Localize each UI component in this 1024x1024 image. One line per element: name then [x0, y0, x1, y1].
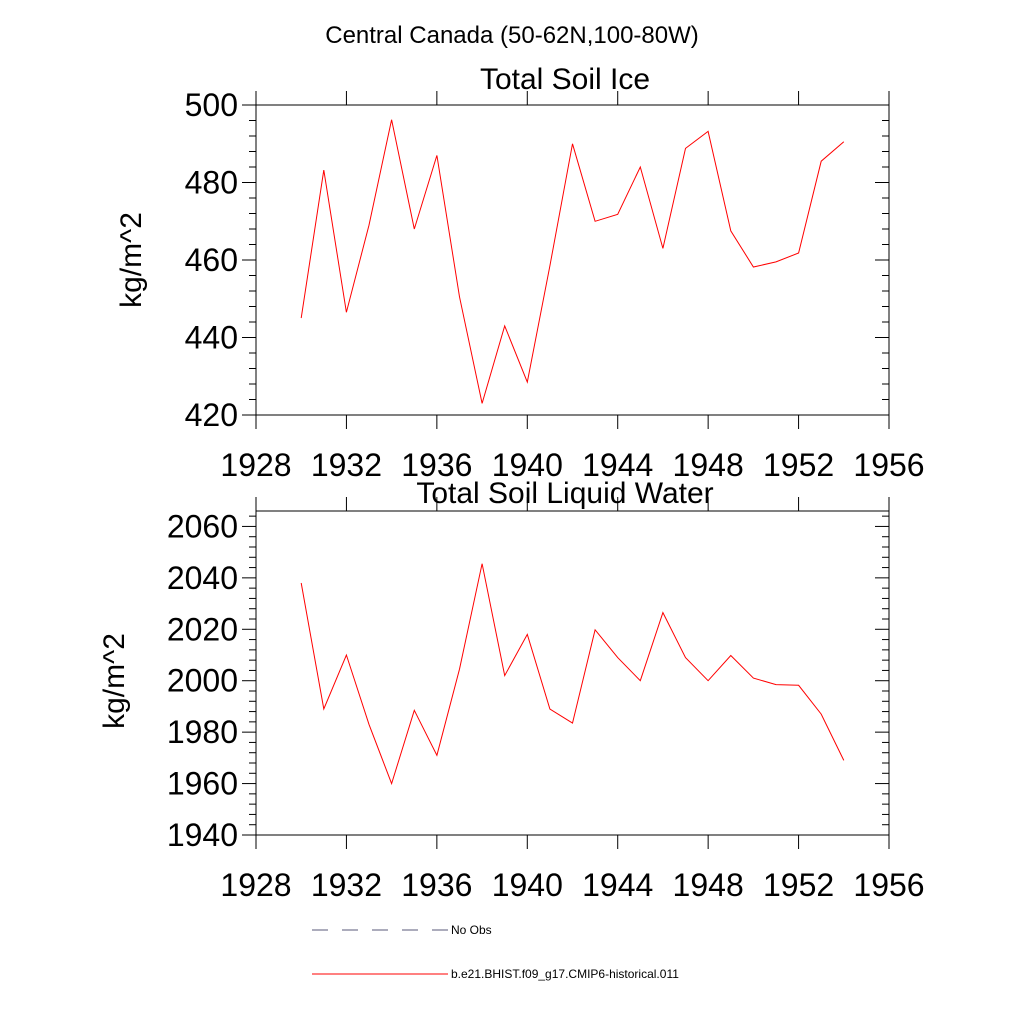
legend-item-no-obs: No Obs: [312, 923, 492, 937]
x-tick-label: 1948: [673, 447, 744, 483]
series-line: [300, 563, 845, 786]
x-tick-label: 1940: [492, 867, 563, 903]
plot-frame: [255, 104, 890, 416]
legend: No Obs b.e21.BHIST.f09_g17.CMIP6-histori…: [312, 923, 679, 981]
y-tick-label: 420: [185, 397, 238, 433]
figure-suptitle: Central Canada (50-62N,100-80W): [325, 22, 699, 49]
y-tick-label: 440: [185, 320, 238, 356]
x-ticks: 1928 1932 1936 1940 1944 1948 1952 1956: [220, 91, 925, 483]
x-tick-label: 1936: [401, 447, 472, 483]
y-tick-label: 480: [185, 165, 238, 201]
legend-item-model: b.e21.BHIST.f09_g17.CMIP6-historical.011: [312, 967, 679, 981]
legend-label: No Obs: [451, 923, 492, 937]
y-tick-label: 1980: [167, 714, 238, 750]
y-axis-label: kg/m^2: [115, 212, 148, 308]
y-tick-label: 2060: [167, 508, 238, 544]
series-lines: [300, 563, 845, 786]
x-ticks: 1928 1932 1936 1940 1944 1948 1952 1956: [220, 497, 925, 903]
x-tick-label: 1936: [401, 867, 472, 903]
x-tick-label: 1928: [220, 447, 291, 483]
chart-panel-soil-liquid-water: Total Soil Liquid Water kg/m^2 194019601…: [98, 477, 925, 903]
x-tick-label: 1932: [311, 867, 382, 903]
chart-title: Total Soil Ice: [480, 63, 650, 96]
y-tick-label: 2040: [167, 560, 238, 596]
x-tick-label: 1956: [853, 867, 924, 903]
y-tick-label: 1940: [167, 817, 238, 853]
x-tick-label: 1944: [582, 867, 653, 903]
x-tick-label: 1928: [220, 867, 291, 903]
x-tick-label: 1956: [853, 447, 924, 483]
y-tick-label: 460: [185, 242, 238, 278]
chart-panel-soil-ice: Total Soil Ice kg/m^2 420 440 460 480 500 19…: [115, 63, 925, 483]
legend-label: b.e21.BHIST.f09_g17.CMIP6-historical.011: [451, 967, 679, 981]
chart-title: Total Soil Liquid Water: [416, 477, 713, 510]
y-tick-label: 1960: [167, 766, 238, 802]
x-tick-label: 1952: [763, 867, 834, 903]
plot-frame: [255, 510, 890, 836]
y-tick-label: 2000: [167, 663, 238, 699]
y-ticks: 1940 1960 1980 2000 2020 2040 2060: [167, 508, 889, 853]
y-tick-label: 2020: [167, 611, 238, 647]
x-tick-label: 1948: [673, 867, 744, 903]
series-line: [300, 119, 845, 404]
y-axis-label: kg/m^2: [98, 633, 131, 729]
x-tick-label: 1940: [492, 447, 563, 483]
x-tick-label: 1952: [763, 447, 834, 483]
y-tick-label: 500: [185, 87, 238, 123]
y-ticks: 420 440 460 480 500: [185, 87, 889, 433]
series-lines: [300, 119, 845, 404]
x-tick-label: 1944: [582, 447, 653, 483]
x-tick-label: 1932: [311, 447, 382, 483]
